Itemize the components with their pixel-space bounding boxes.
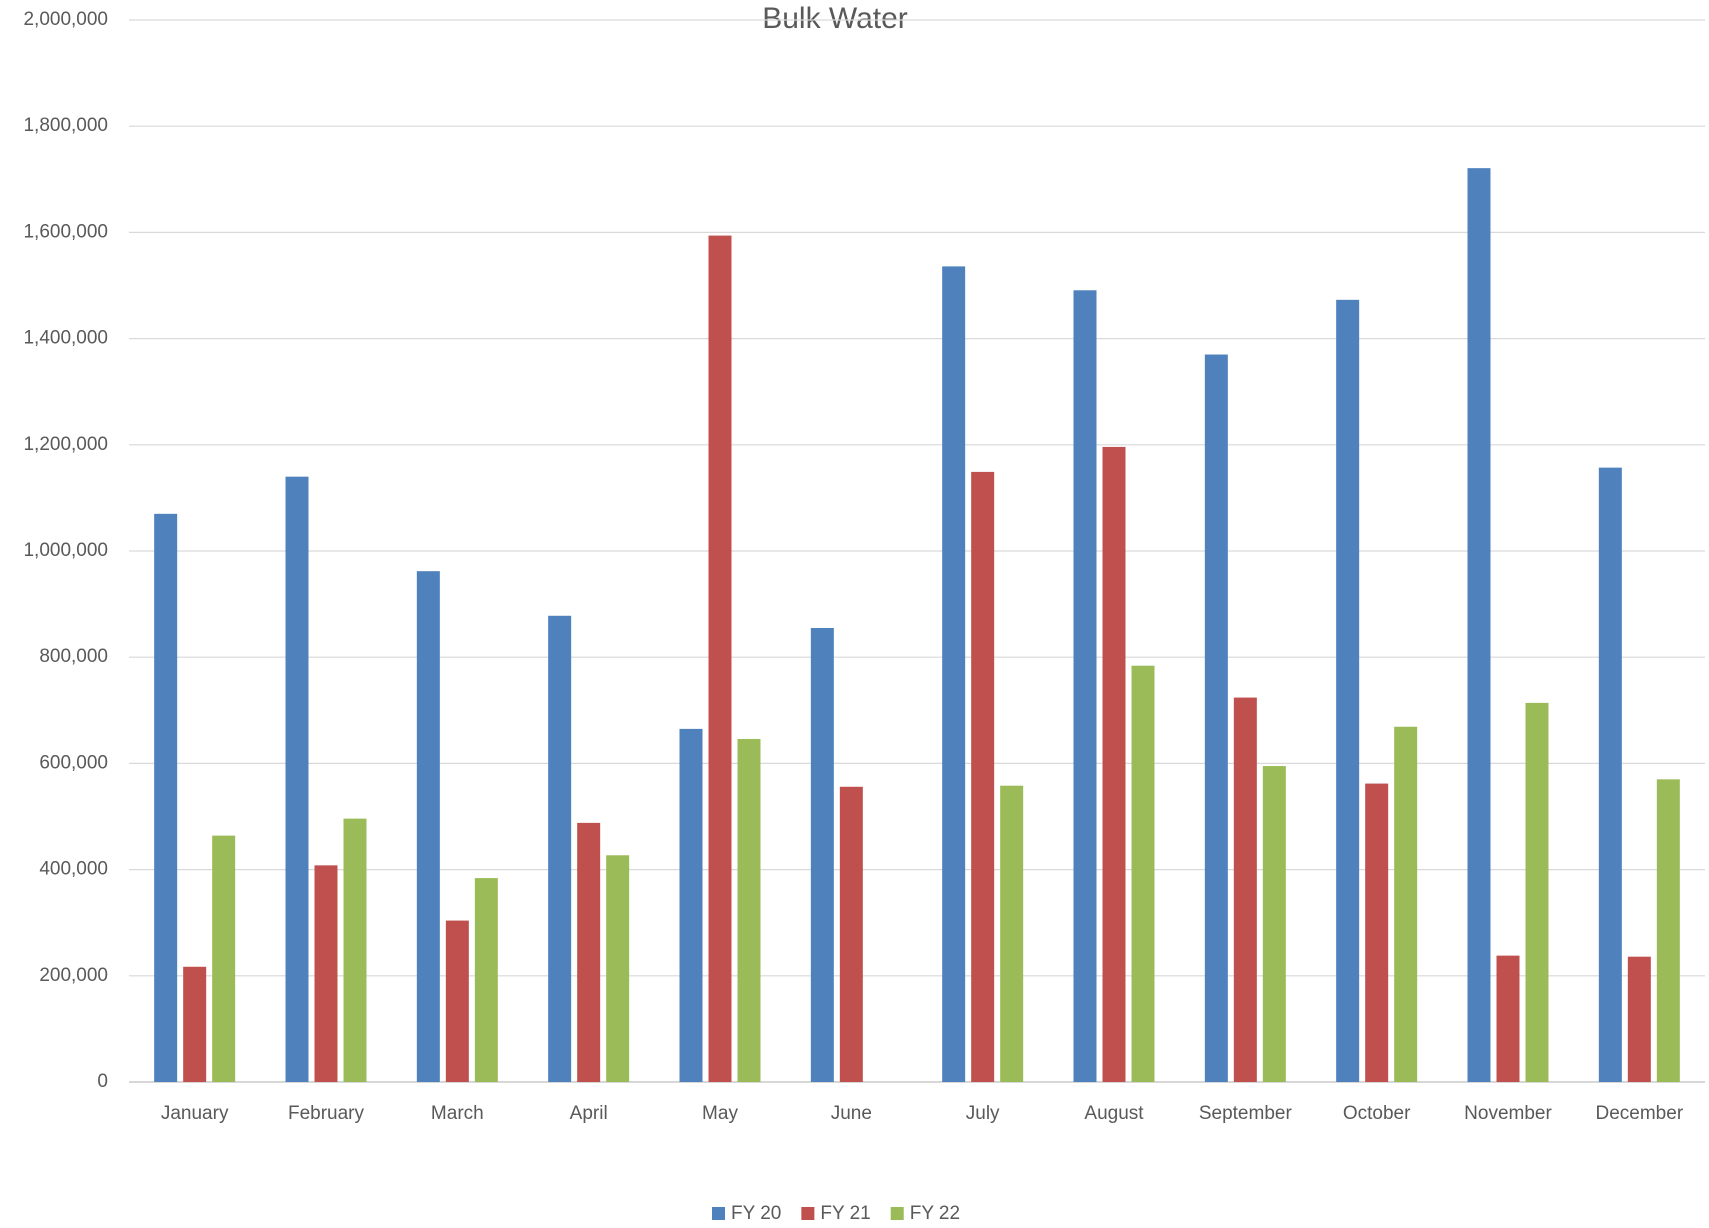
bar: [1262, 766, 1286, 1082]
bar: [445, 920, 469, 1082]
legend-label: FY 21: [820, 1203, 870, 1224]
y-tick-label: 1,600,000: [23, 221, 108, 242]
bar: [1204, 354, 1228, 1082]
x-tick-label: June: [831, 1103, 872, 1124]
bar: [474, 878, 498, 1082]
bar: [1467, 168, 1491, 1083]
legend-swatch: [712, 1207, 725, 1220]
bar: [1656, 779, 1680, 1082]
bar: [1394, 726, 1418, 1082]
x-tick-label: October: [1343, 1103, 1411, 1124]
bar: [416, 571, 440, 1082]
x-tick-label: September: [1199, 1103, 1293, 1124]
bar: [1598, 467, 1622, 1082]
bar: [606, 855, 630, 1082]
bar: [577, 822, 601, 1082]
bar: [285, 476, 309, 1082]
y-tick-label: 1,200,000: [23, 434, 108, 455]
y-tick-label: 1,000,000: [23, 540, 108, 561]
bar: [737, 738, 761, 1082]
bar: [839, 786, 863, 1082]
bar: [183, 966, 207, 1082]
bar: [1102, 446, 1126, 1082]
y-tick-label: 600,000: [39, 752, 108, 773]
legend-label: FY 22: [910, 1203, 960, 1224]
bar: [1233, 697, 1257, 1082]
x-tick-label: February: [288, 1103, 365, 1124]
bar: [1073, 290, 1097, 1082]
chart-title: Bulk Water: [762, 2, 908, 35]
x-tick-label: March: [431, 1103, 484, 1124]
x-tick-label: May: [702, 1103, 738, 1124]
x-tick-label: July: [966, 1103, 1000, 1124]
bar: [1627, 956, 1651, 1082]
x-tick-label: April: [570, 1103, 608, 1124]
y-tick-label: 800,000: [39, 646, 108, 667]
bar: [679, 728, 703, 1082]
bar: [810, 627, 834, 1082]
bar: [212, 835, 236, 1082]
legend-label: FY 20: [731, 1203, 781, 1224]
bar: [343, 818, 367, 1082]
x-tick-label: December: [1596, 1103, 1684, 1124]
bar: [708, 235, 732, 1082]
legend-swatch: [801, 1207, 815, 1220]
y-tick-label: 0: [97, 1071, 108, 1092]
x-tick-label: November: [1464, 1103, 1552, 1124]
bar: [971, 471, 995, 1083]
bar: [1131, 665, 1155, 1082]
bar: [942, 266, 966, 1082]
y-tick-label: 1,800,000: [23, 115, 108, 136]
bar: [154, 513, 178, 1082]
bar: [1000, 785, 1024, 1082]
bar: [1365, 783, 1389, 1082]
y-tick-label: 200,000: [39, 965, 108, 986]
bar: [314, 865, 338, 1082]
bar: [548, 615, 572, 1082]
x-tick-label: August: [1084, 1103, 1144, 1124]
bar: [1496, 955, 1520, 1082]
bar: [1336, 299, 1360, 1082]
y-tick-label: 1,400,000: [23, 328, 108, 349]
y-tick-label: 2,000,000: [23, 9, 108, 30]
legend-swatch: [890, 1207, 904, 1220]
y-tick-label: 400,000: [39, 859, 108, 880]
bar: [1525, 702, 1549, 1082]
x-tick-label: January: [161, 1103, 229, 1124]
